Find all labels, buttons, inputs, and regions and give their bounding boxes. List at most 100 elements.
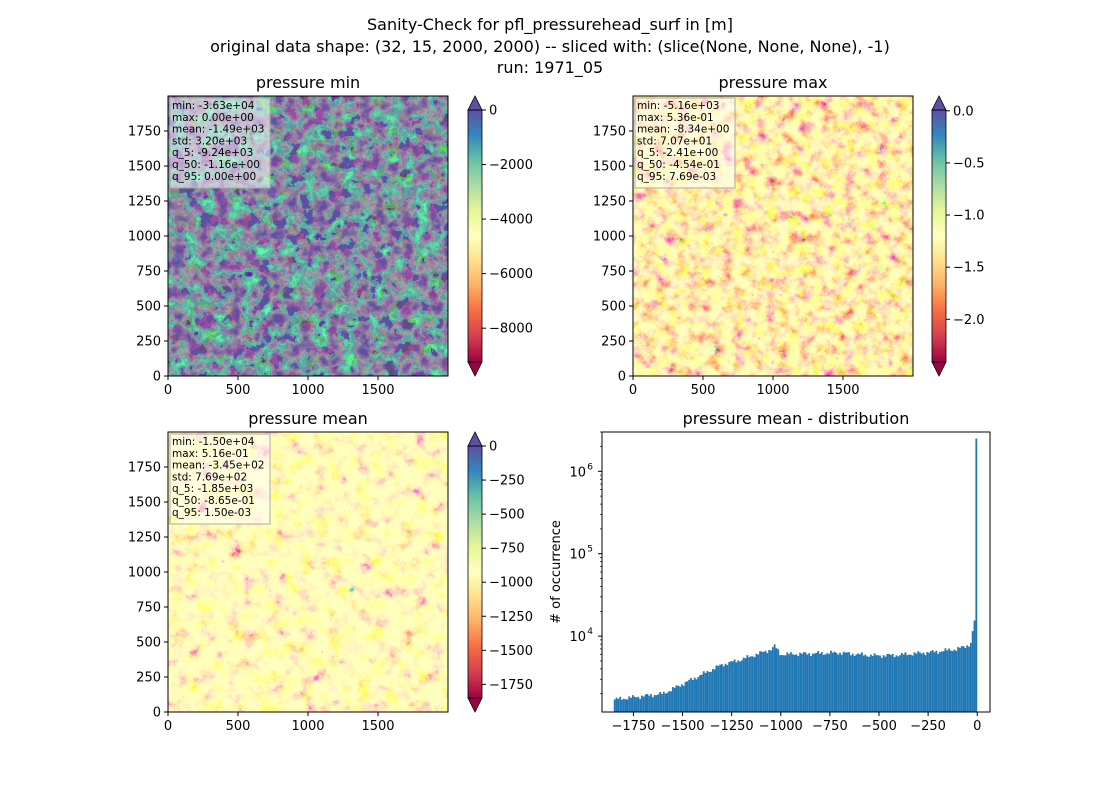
colorbar-tick-label: −6000 bbox=[489, 267, 533, 282]
histogram-bar bbox=[890, 654, 892, 712]
x-tick-label: −1000 bbox=[759, 719, 803, 734]
y-tick-label: 0 bbox=[153, 370, 161, 385]
histogram-bar bbox=[875, 655, 878, 712]
histogram-bar bbox=[740, 660, 743, 712]
histogram-bar bbox=[949, 650, 952, 712]
stats-line: max: 5.16e-01 bbox=[172, 448, 249, 460]
histogram-bar bbox=[677, 685, 680, 712]
histogram-bar bbox=[768, 650, 771, 712]
colorbar-tick-label: −1750 bbox=[489, 678, 533, 693]
y-tick-exponent: 4 bbox=[587, 627, 593, 637]
y-tick-label: 750 bbox=[136, 601, 161, 616]
histogram-bar bbox=[775, 648, 778, 712]
histogram-bar bbox=[659, 691, 662, 712]
histogram-bar bbox=[929, 651, 932, 712]
y-tick-label: 1250 bbox=[593, 195, 626, 210]
histogram-bar bbox=[800, 653, 803, 712]
histogram-bar bbox=[955, 650, 958, 712]
histogram-bar bbox=[786, 652, 789, 712]
histogram-bar bbox=[628, 696, 631, 712]
histogram-bar bbox=[822, 654, 825, 712]
histogram-bar bbox=[639, 698, 642, 712]
y-tick-label: 10 bbox=[569, 630, 586, 645]
histogram-bar bbox=[937, 653, 940, 712]
colorbar-extend-min bbox=[467, 361, 483, 377]
histogram-bar bbox=[684, 681, 687, 712]
y-tick-exponent: 5 bbox=[587, 545, 593, 555]
histogram-bar bbox=[746, 655, 749, 712]
histogram-bar bbox=[773, 644, 776, 712]
stats-line: q_95: 7.69e-03 bbox=[637, 171, 716, 183]
histogram-bar bbox=[862, 655, 865, 712]
histogram-bar bbox=[688, 679, 691, 712]
colorbar-tick-label: −2000 bbox=[489, 158, 533, 173]
histogram-bar bbox=[682, 685, 685, 712]
stats-line: mean: -3.45e+02 bbox=[172, 460, 264, 472]
histogram-bar bbox=[893, 657, 896, 712]
y-tick-label: 1750 bbox=[128, 461, 161, 476]
histogram-bar bbox=[777, 649, 780, 712]
stats-line: q_50: -4.54e-01 bbox=[637, 159, 720, 171]
histogram-bar bbox=[759, 651, 761, 712]
histogram-bar bbox=[926, 652, 929, 712]
stats-line: q_50: -8.65e-01 bbox=[172, 495, 255, 507]
histogram-bar bbox=[839, 652, 841, 712]
histogram-bar bbox=[908, 654, 910, 712]
histogram-bar bbox=[650, 694, 652, 712]
stats-line: min: -3.63e+04 bbox=[172, 100, 255, 112]
colorbar-tick-label: 0.0 bbox=[953, 104, 974, 119]
colorbar-tick-label: −250 bbox=[489, 474, 525, 489]
histogram-bar bbox=[830, 650, 832, 712]
histogram-bar bbox=[728, 662, 731, 712]
colorbar-tick-label: 0 bbox=[489, 440, 497, 455]
histogram-bar bbox=[913, 652, 916, 712]
histogram-bar bbox=[615, 697, 618, 712]
histogram-bar bbox=[795, 654, 798, 712]
y-tick-label: 1250 bbox=[128, 195, 161, 210]
histogram-bar bbox=[928, 652, 930, 712]
colorbar-extend-min bbox=[931, 361, 947, 377]
histogram-bar bbox=[690, 678, 692, 712]
stats-box bbox=[169, 97, 271, 189]
histogram-bar bbox=[900, 653, 903, 712]
histogram-bar bbox=[846, 652, 849, 712]
histogram-bar bbox=[917, 651, 920, 712]
histogram-bar bbox=[753, 657, 756, 712]
histogram-bar bbox=[888, 653, 891, 712]
histogram-bars bbox=[613, 438, 978, 712]
colorbar: 0 −250 −500 −750 −1000 −1250 −1500 −1750 bbox=[467, 431, 533, 713]
histogram-bar bbox=[704, 672, 707, 712]
histogram-bar bbox=[879, 655, 881, 712]
histogram-bar bbox=[808, 653, 811, 712]
stats-line: q_50: -1.16e+00 bbox=[172, 159, 260, 171]
histogram-bar bbox=[924, 655, 927, 712]
histogram-bar bbox=[642, 696, 645, 712]
histogram-bar bbox=[860, 652, 863, 712]
histogram-bar bbox=[719, 664, 722, 712]
histogram-bar bbox=[686, 681, 689, 712]
histogram-bar bbox=[731, 661, 734, 712]
histogram-bar bbox=[964, 647, 967, 712]
stats-line: q_95: 0.00e+00 bbox=[172, 171, 256, 183]
x-tick-label: 1500 bbox=[826, 383, 859, 398]
histogram-bar bbox=[828, 653, 831, 712]
histogram-bar bbox=[668, 691, 671, 712]
stats-line: std: 7.07e+01 bbox=[637, 135, 712, 147]
histogram-bar bbox=[651, 697, 654, 712]
heatmap-panel-pressure-max: pressure max 0 500 1000 1500 0 250 500 750 1000 12… bbox=[593, 73, 985, 398]
y-tick-label: 10 bbox=[569, 548, 586, 563]
histogram-bar bbox=[791, 654, 794, 712]
histogram-bar bbox=[811, 653, 814, 712]
histogram-bar bbox=[662, 691, 665, 712]
x-tick-label: 500 bbox=[226, 383, 251, 398]
histogram-bar bbox=[711, 668, 714, 712]
histogram-bar bbox=[904, 652, 907, 712]
histogram-bar bbox=[635, 697, 638, 712]
histogram-bar bbox=[853, 656, 856, 712]
histogram-bar bbox=[850, 655, 852, 712]
colorbar-tick-label: 0 bbox=[489, 104, 497, 119]
histogram-bar bbox=[915, 653, 918, 712]
histogram-bar bbox=[864, 654, 867, 712]
stats-line: q_5: -1.85e+03 bbox=[172, 483, 253, 495]
histogram-bar bbox=[820, 652, 823, 712]
